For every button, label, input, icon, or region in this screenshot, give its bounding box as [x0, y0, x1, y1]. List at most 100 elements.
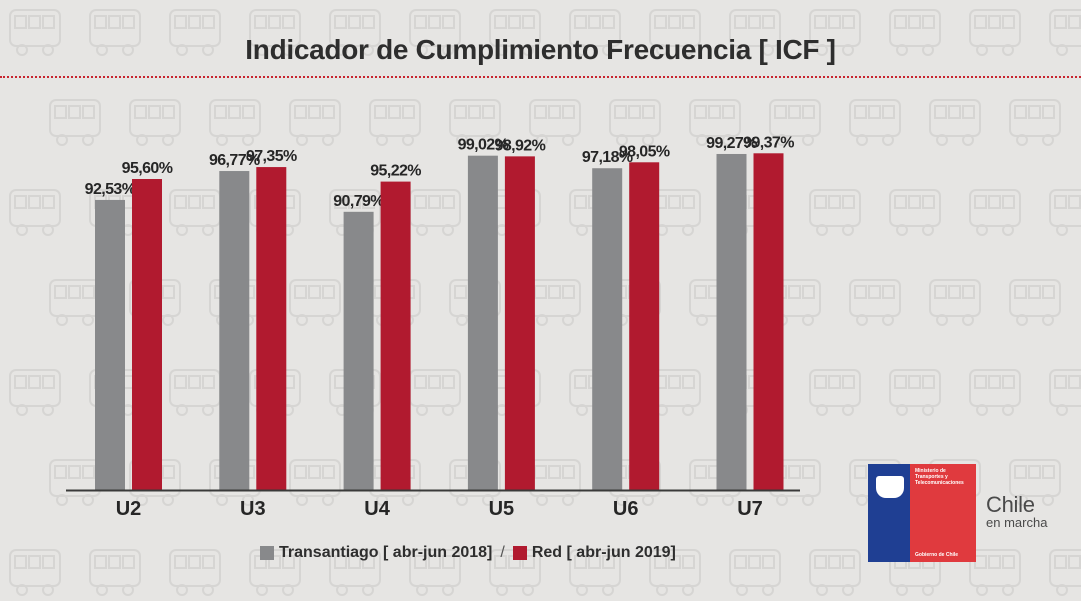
bar-red-u5	[504, 156, 535, 490]
bus-pattern-icon	[249, 549, 301, 596]
bus-pattern-icon	[609, 99, 661, 146]
data-label-transantiago-u4: 90,79%	[333, 193, 384, 210]
bar-red-u2	[132, 179, 162, 490]
bar-red-u6	[629, 162, 660, 490]
bar-transantiago-u7	[716, 153, 747, 490]
bus-pattern-icon	[409, 9, 461, 56]
bar-red-u7	[753, 153, 784, 490]
ministry-name: Ministerio de Transportes y Telecomunica…	[915, 468, 964, 486]
bus-pattern-icon	[169, 549, 221, 596]
bus-pattern-icon	[769, 99, 821, 146]
chile-en-marcha-logo: Chile en marcha	[986, 494, 1047, 530]
bus-pattern-icon	[969, 549, 1021, 596]
bus-pattern-icon	[1049, 369, 1081, 416]
legend-label-red: Red [ abr-jun 2019]	[531, 544, 676, 561]
chart-title: Indicador de Cumplimiento Frecuencia [ I…	[245, 34, 836, 65]
bus-pattern-icon	[929, 279, 981, 326]
bus-pattern-icon	[929, 99, 981, 146]
bar-transantiago-u2	[95, 199, 125, 490]
bus-pattern-icon	[889, 189, 941, 236]
x-tick-label-u7: U7	[737, 498, 763, 520]
bus-pattern-icon	[969, 369, 1021, 416]
bus-pattern-icon	[289, 99, 341, 146]
bus-pattern-icon	[9, 369, 61, 416]
legend-separator: /	[500, 544, 505, 561]
bus-pattern-icon	[129, 99, 181, 146]
bus-pattern-icon	[1009, 459, 1061, 506]
bus-pattern-icon	[529, 99, 581, 146]
bus-pattern-icon	[889, 369, 941, 416]
bus-pattern-icon	[569, 549, 621, 596]
data-label-transantiago-u2: 92,53%	[85, 181, 136, 198]
x-tick-label-u5: U5	[489, 498, 515, 520]
bus-pattern-icon	[209, 99, 261, 146]
bus-pattern-icon	[1049, 9, 1081, 56]
legend-label-transantiago: Transantiago [ abr-jun 2018]	[279, 544, 493, 561]
coat-of-arms-icon	[876, 476, 904, 498]
bus-pattern-icon	[689, 99, 741, 146]
bus-pattern-icon	[9, 549, 61, 596]
bus-pattern-icon	[489, 9, 541, 56]
x-tick-label-u6: U6	[613, 498, 639, 520]
bus-pattern-icon	[809, 9, 861, 56]
title-divider	[0, 76, 1081, 78]
bar-transantiago-u6	[592, 168, 623, 490]
chart-legend: Transantiago [ abr-jun 2018] / Red [ abr…	[260, 544, 676, 562]
x-tick-label-u3: U3	[240, 498, 266, 520]
bus-pattern-icon	[409, 549, 461, 596]
data-label-red-u2: 95,60%	[122, 160, 173, 177]
data-label-red-u6: 98,05%	[619, 143, 670, 160]
data-label-transantiago-u6: 97,18%	[582, 149, 633, 166]
data-label-transantiago-u3: 96,77%	[209, 152, 260, 169]
bus-pattern-icon	[1009, 279, 1061, 326]
bus-pattern-icon	[169, 9, 221, 56]
bus-pattern-icon	[449, 99, 501, 146]
legend-swatch-transantiago	[260, 546, 274, 560]
bar-transantiago-u3	[219, 171, 250, 490]
data-label-transantiago-u7: 99,27%	[706, 135, 757, 152]
bus-pattern-icon	[649, 9, 701, 56]
bus-pattern-icon	[809, 549, 861, 596]
bus-pattern-icon	[969, 9, 1021, 56]
bar-red-u3	[256, 167, 287, 490]
bar-transantiago-u5	[467, 155, 498, 490]
bus-pattern-icon	[89, 549, 141, 596]
bus-pattern-icon	[569, 9, 621, 56]
bus-pattern-icon	[809, 189, 861, 236]
bus-pattern-icon	[729, 549, 781, 596]
bus-pattern-icon	[329, 549, 381, 596]
bar-transantiago-u4	[343, 211, 374, 490]
bus-pattern-icon	[9, 9, 61, 56]
brand-sub: en marcha	[986, 515, 1048, 530]
data-label-red-u4: 95,22%	[370, 163, 421, 180]
bus-pattern-icon	[969, 189, 1021, 236]
bus-pattern-icon	[809, 369, 861, 416]
legend-swatch-red	[512, 546, 527, 560]
x-tick-label-u2: U2	[116, 498, 142, 520]
bus-pattern-icon	[649, 549, 701, 596]
bus-pattern-icon	[289, 459, 341, 506]
bus-pattern-icon	[849, 279, 901, 326]
bus-pattern-icon	[289, 279, 341, 326]
data-label-red-u7: 99,37%	[743, 134, 794, 151]
data-label-transantiago-u5: 99,02%	[458, 137, 509, 154]
bus-pattern-icon	[1049, 549, 1081, 596]
bus-pattern-icon	[1049, 189, 1081, 236]
bus-pattern-icon	[249, 9, 301, 56]
government-name: Gobierno de Chile	[915, 552, 959, 558]
bar-red-u4	[380, 181, 411, 490]
data-label-red-u3: 97,35%	[246, 148, 297, 165]
bus-pattern-icon	[369, 99, 421, 146]
bus-pattern-icon	[889, 9, 941, 56]
bus-pattern-icon	[89, 9, 141, 56]
bus-pattern-icon	[49, 99, 101, 146]
bus-pattern-icon	[849, 99, 901, 146]
data-label-red-u5: 98,92%	[495, 137, 546, 154]
bus-pattern-icon	[729, 9, 781, 56]
bus-pattern-icon	[9, 189, 61, 236]
bus-pattern-icon	[1009, 99, 1061, 146]
bus-pattern-icon	[329, 9, 381, 56]
brand-main: Chile	[986, 492, 1035, 517]
x-tick-label-u4: U4	[364, 498, 390, 520]
